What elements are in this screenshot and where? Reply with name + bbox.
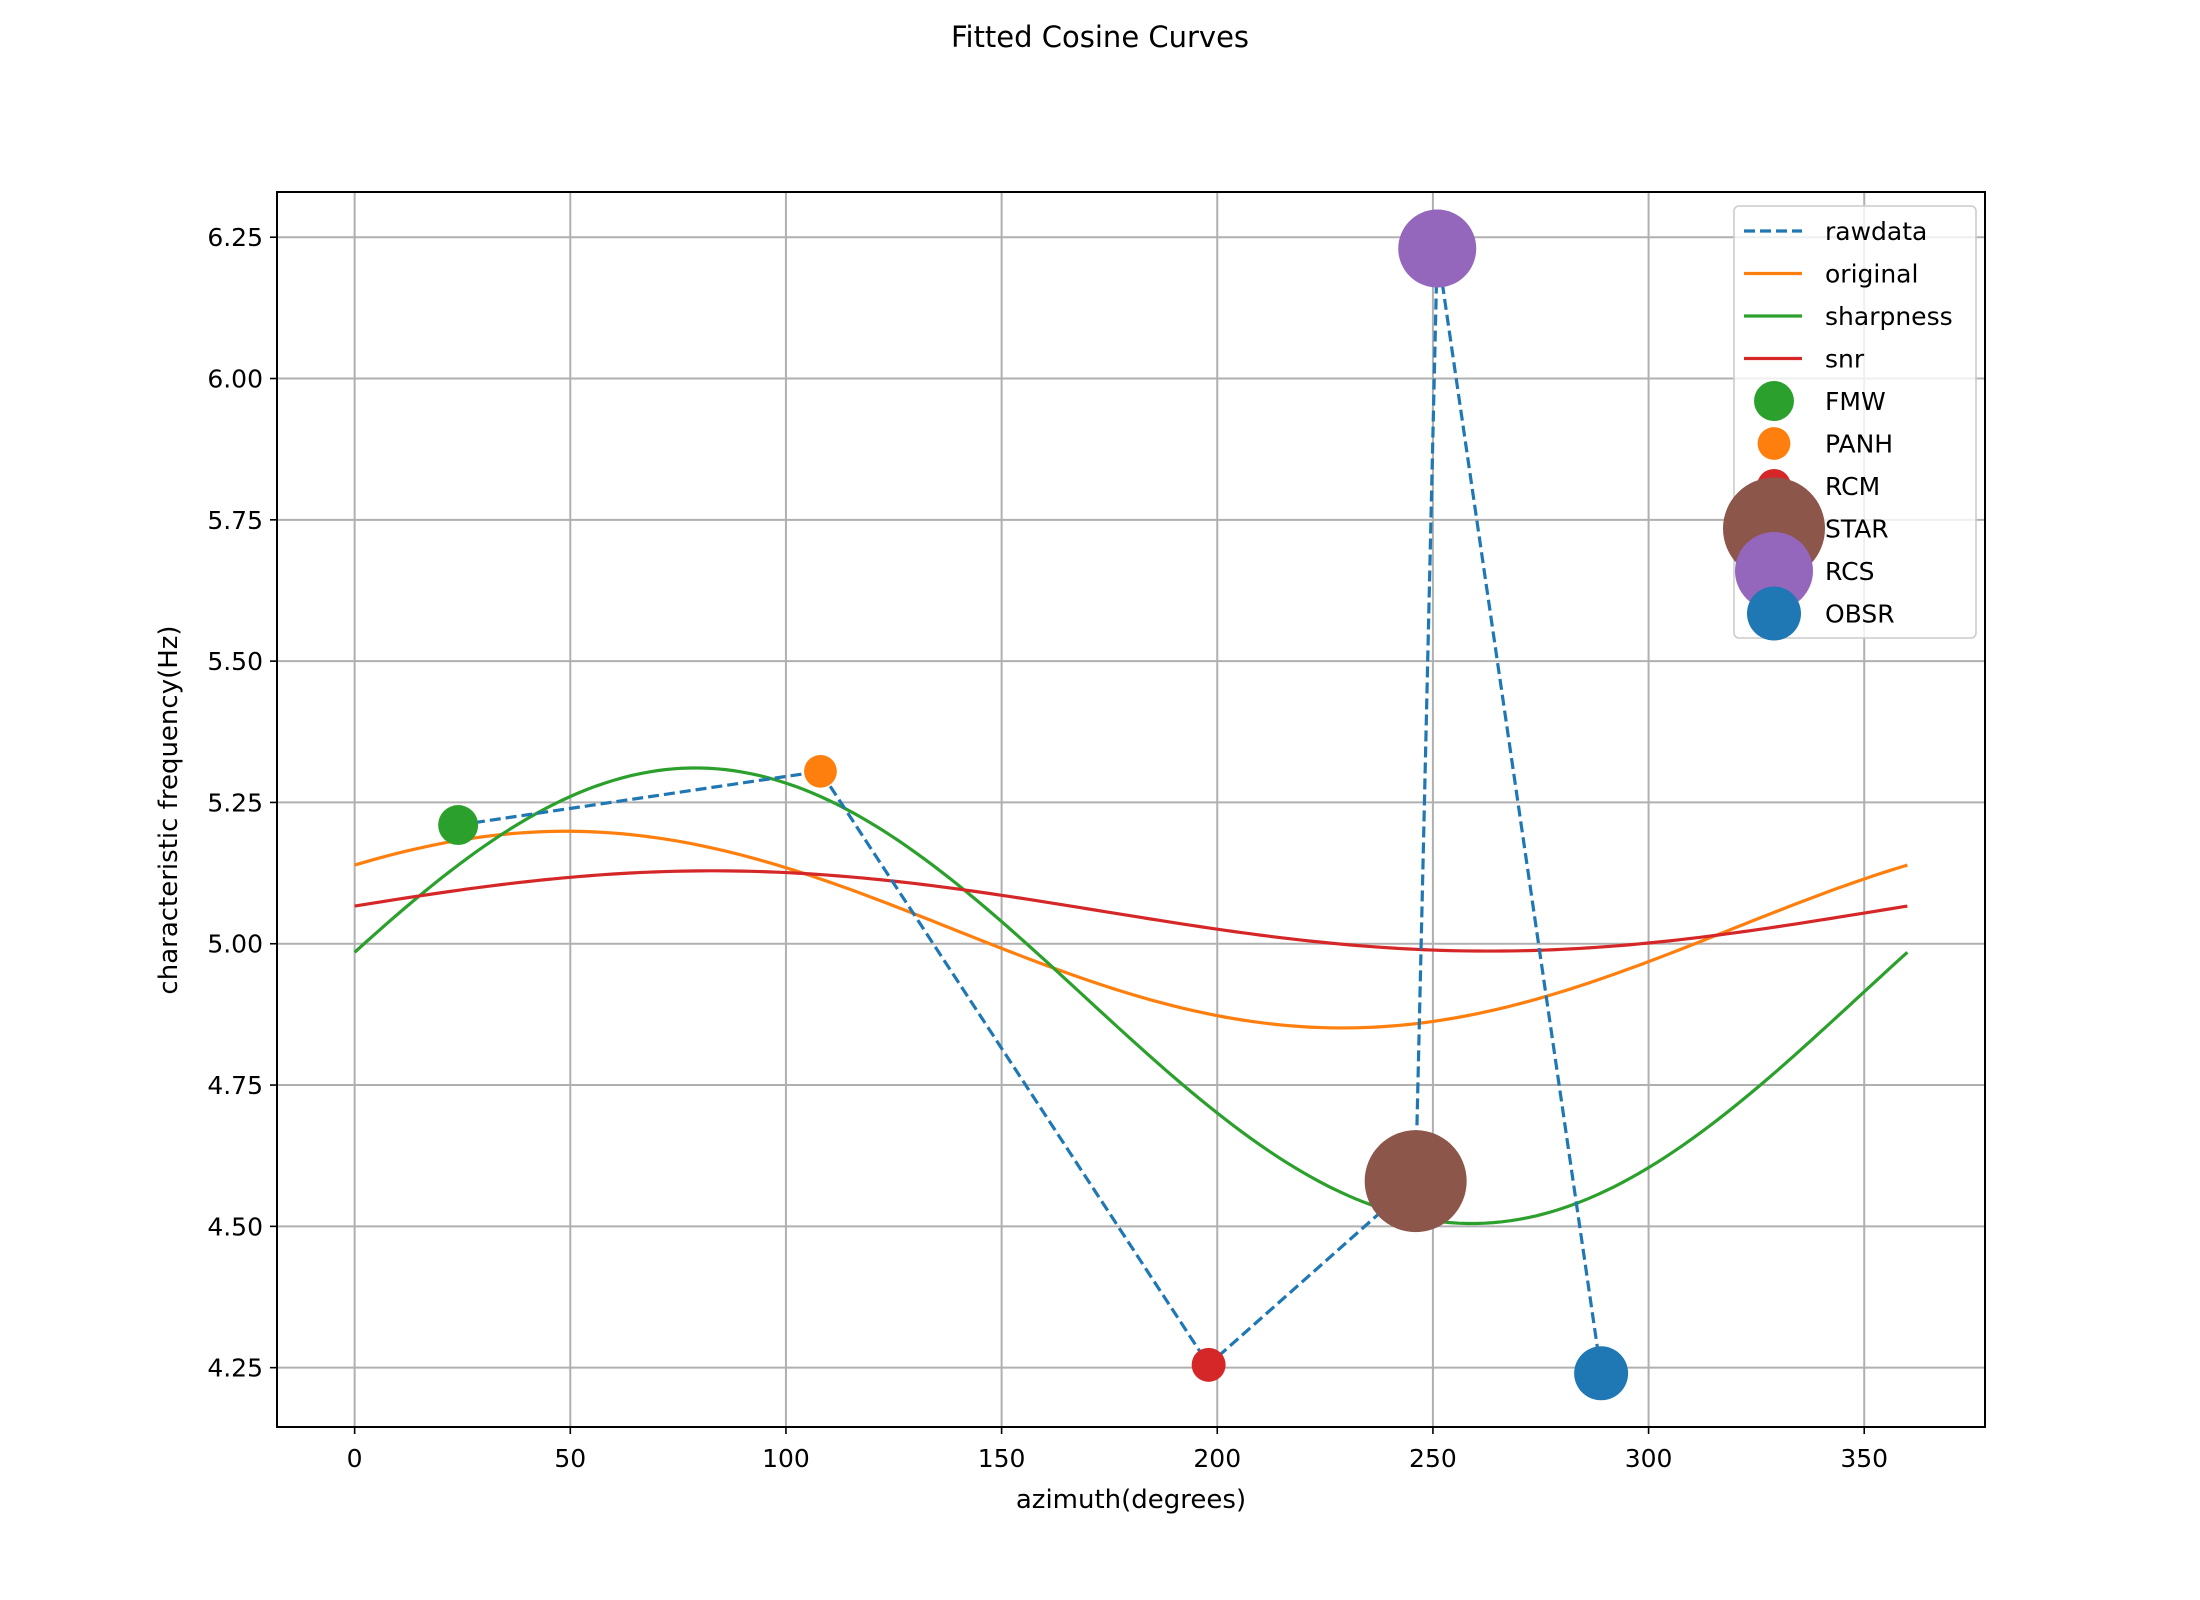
legend-marker-rcs (1735, 532, 1813, 610)
legend-item: RCS (1735, 532, 1874, 610)
grid (277, 192, 1985, 1427)
x-tick-label: 50 (554, 1444, 586, 1473)
station-marker-star (1364, 1130, 1467, 1233)
y-tick-label: 5.00 (207, 930, 263, 959)
y-axis-label: characteristic frequency(Hz) (154, 625, 184, 994)
station-marker-rcs (1398, 209, 1477, 288)
x-tick-label: 0 (347, 1444, 363, 1473)
legend-item: OBSR (1747, 586, 1895, 641)
legend-marker-fmw (1754, 381, 1794, 421)
plot-frame (276, 191, 1986, 1428)
y-tick-label: 6.00 (207, 365, 263, 394)
x-tick-label: 150 (978, 1444, 1026, 1473)
axis-ticks: 0 50 100 150 200 250 300 350 4.25 4.50 4.75 5.00 5.2… (207, 223, 1888, 1473)
legend-item: FMW (1754, 381, 1886, 421)
legend-item: snr (1744, 345, 1865, 374)
x-tick-label: 300 (1625, 1444, 1673, 1473)
series (353, 248, 1909, 1374)
legend-label: rawdata (1825, 217, 1927, 246)
y-tick-label: 6.25 (207, 223, 263, 252)
station-marker-rcm (1191, 1347, 1226, 1382)
station-marker-panh (804, 754, 837, 788)
curve-original (354, 829, 1908, 1030)
legend-marker-panh (1757, 427, 1791, 460)
chart-title: Fitted Cosine Curves (951, 20, 1249, 54)
legend-label: STAR (1825, 515, 1889, 544)
legend-label: RCM (1825, 472, 1880, 501)
legend-label: RCS (1825, 557, 1874, 586)
y-tick-label: 5.25 (207, 788, 263, 817)
legend-label: original (1825, 260, 1918, 289)
legend-item: rawdata (1744, 217, 1927, 246)
y-tick-label: 4.75 (207, 1071, 263, 1100)
legend-item: PANH (1757, 427, 1893, 460)
legend-item: original (1744, 260, 1918, 289)
rawdata-line (457, 248, 1603, 1374)
x-tick-label: 350 (1840, 1444, 1888, 1473)
x-axis-label: azimuth(degrees) (1016, 1485, 1246, 1515)
x-tick-label: 100 (762, 1444, 810, 1473)
curve-sharpness (353, 766, 1909, 1226)
legend-label: snr (1825, 345, 1865, 374)
legend-label: FMW (1825, 387, 1886, 416)
y-tick-label: 5.50 (207, 647, 263, 676)
station-marker-obsr (1574, 1346, 1629, 1401)
legend-label: PANH (1825, 430, 1893, 459)
x-tick-label: 200 (1193, 1444, 1241, 1473)
y-tick-label: 4.25 (207, 1354, 263, 1383)
curve-snr (354, 869, 1908, 953)
legend-label: OBSR (1825, 600, 1895, 629)
legend-item: sharpness (1744, 302, 1953, 331)
legend-label: sharpness (1825, 302, 1953, 331)
legend: rawdata original sharpness snr FMW PANH RCM STA… (1723, 205, 1977, 641)
station-markers (438, 209, 1629, 1401)
y-tick-label: 4.50 (207, 1212, 263, 1241)
x-tick-label: 250 (1409, 1444, 1457, 1473)
y-tick-label: 5.75 (207, 506, 263, 535)
legend-marker-obsr (1747, 586, 1801, 641)
station-marker-fmw (438, 805, 479, 846)
